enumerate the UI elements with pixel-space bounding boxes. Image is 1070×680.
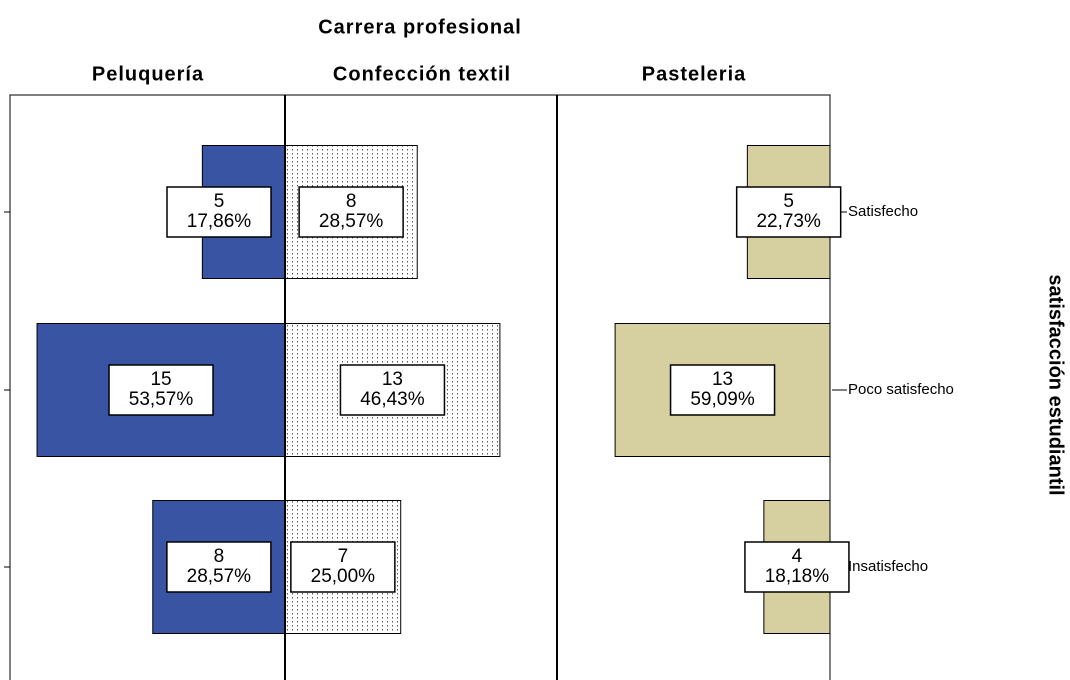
data-label-count: 7 (338, 546, 349, 567)
data-label-count: 4 (792, 546, 803, 567)
data-label-box (166, 541, 272, 593)
chart-title: Carrera profesional (318, 16, 522, 38)
data-label-count: 8 (214, 546, 225, 567)
data-label-box (744, 541, 850, 593)
category-label: Satisfecho (848, 203, 918, 220)
data-label-percent: 17,86% (187, 211, 252, 232)
panel-header: Peluquería (92, 63, 204, 85)
data-label-count: 8 (346, 191, 357, 212)
category-label: Insatisfecho (848, 558, 928, 575)
data-label-percent: 53,57% (129, 389, 194, 410)
y-axis-title: satisfacción estudiantil (1045, 274, 1067, 495)
data-label-box (298, 186, 404, 238)
data-label-count: 5 (214, 191, 225, 212)
data-label-count: 15 (150, 369, 171, 390)
data-label-box (166, 186, 272, 238)
data-label-box (669, 364, 776, 416)
panel-header: Pasteleria (642, 63, 747, 85)
data-label-percent: 28,57% (187, 566, 252, 587)
data-label-count: 13 (382, 369, 403, 390)
data-label-percent: 59,09% (690, 389, 755, 410)
data-label-percent: 25,00% (311, 566, 376, 587)
panel-header: Confección textil (333, 63, 511, 85)
data-label-percent: 22,73% (756, 211, 821, 232)
data-label-percent: 46,43% (360, 389, 425, 410)
category-label: Poco satisfecho (848, 381, 954, 398)
data-label-count: 5 (783, 191, 794, 212)
data-label-percent: 18,18% (765, 566, 830, 587)
data-label-percent: 28,57% (319, 211, 384, 232)
data-label-count: 13 (712, 369, 733, 390)
data-label-box (735, 186, 842, 238)
data-label-box (339, 364, 446, 416)
data-label-box (290, 541, 396, 593)
data-label-box (108, 364, 214, 416)
